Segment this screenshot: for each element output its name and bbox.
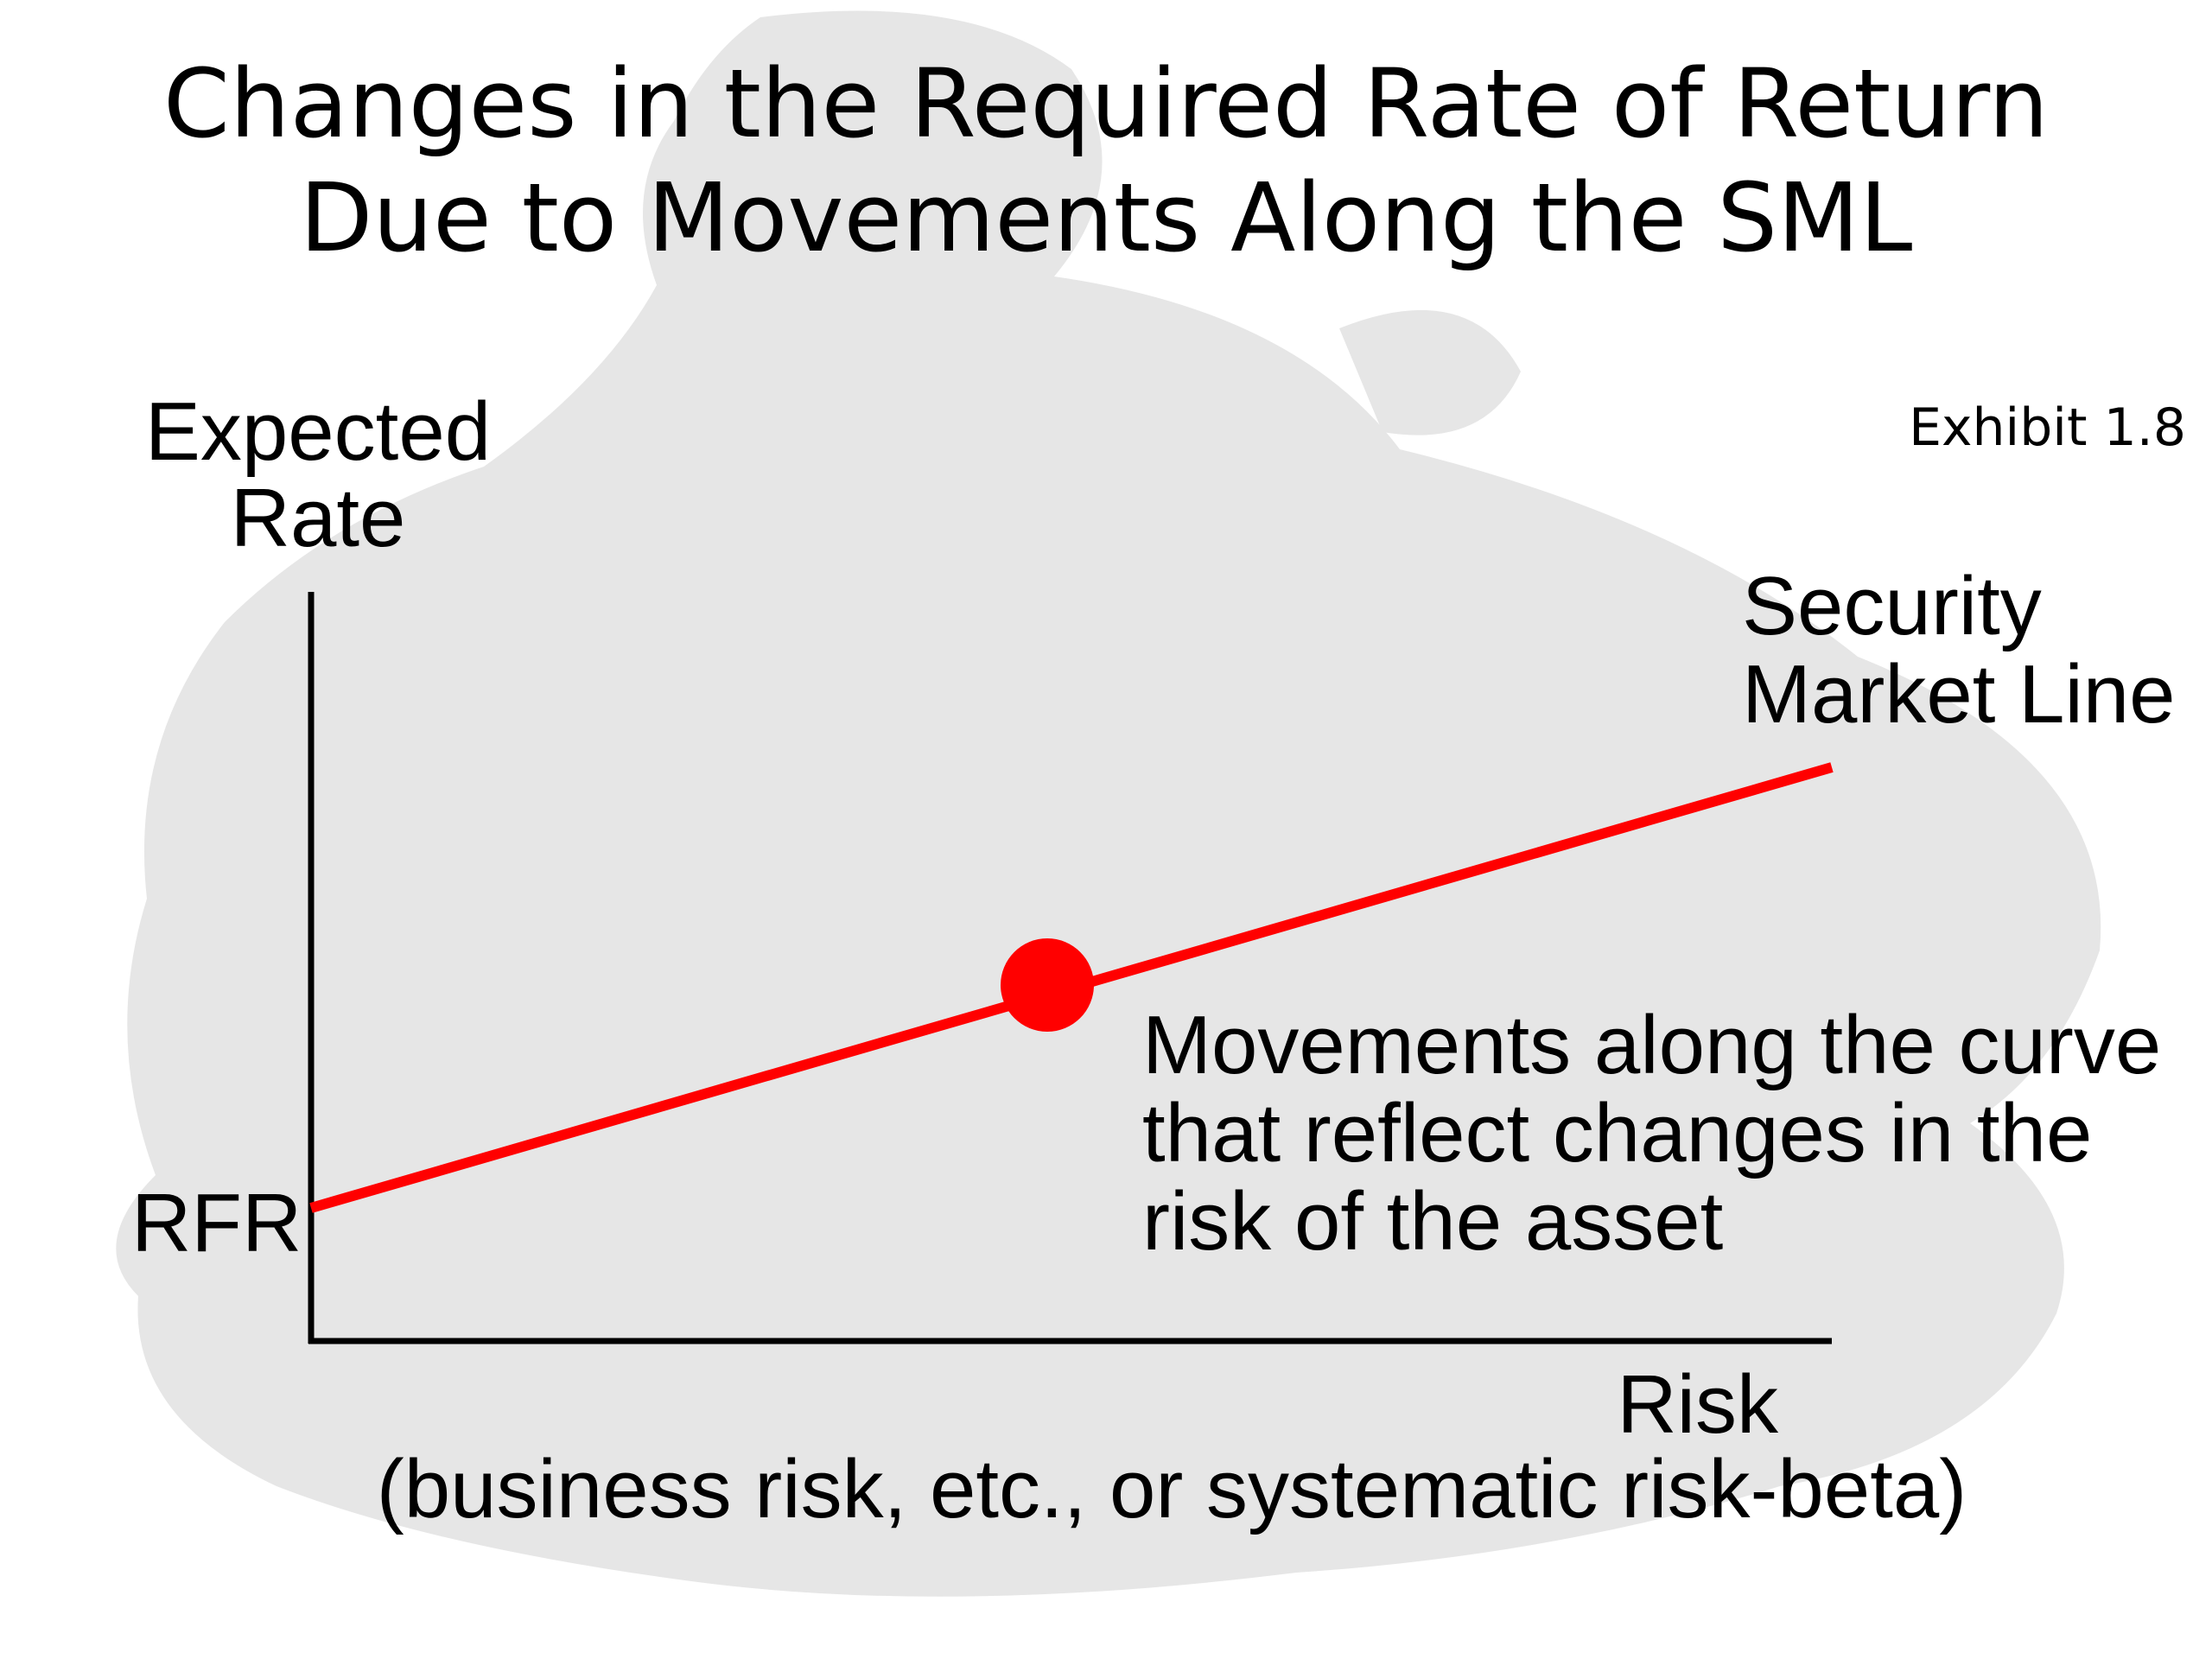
annotation-line-1: Movements along the curve <box>1142 999 2161 1091</box>
title-line-2: Due to Movements Along the SML <box>300 162 1913 273</box>
background-watermark <box>116 10 2101 1597</box>
y-axis-label-line-1: Expected <box>145 385 491 478</box>
annotation-line-2: that reflect changes in the <box>1142 1087 2092 1179</box>
exhibit-label: Exhibit 1.8 <box>1909 397 2186 458</box>
watermark-shape-2 <box>1339 309 1521 435</box>
x-axis-label: Risk <box>1617 1358 1779 1451</box>
sml-label-line-2: Market Line <box>1742 648 2176 741</box>
y-axis-label-line-2: Rate <box>231 472 406 564</box>
annotation-line-3: risk of the asset <box>1142 1175 1723 1268</box>
asset-point <box>1001 938 1094 1032</box>
rfr-label: RFR <box>131 1177 302 1269</box>
x-axis-sublabel: (business risk, etc., or systematic risk… <box>377 1443 1967 1535</box>
sml-label-line-1: Security <box>1742 560 2042 652</box>
title-line-1: Changes in the Required Rate of Return <box>163 48 2049 159</box>
watermark-shape <box>116 10 2101 1597</box>
